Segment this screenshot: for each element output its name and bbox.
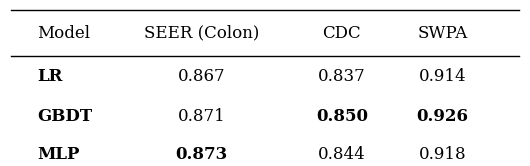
Text: 0.850: 0.850 (316, 108, 368, 125)
Text: GBDT: GBDT (37, 108, 92, 125)
Text: 0.867: 0.867 (178, 68, 225, 85)
Text: 0.871: 0.871 (178, 108, 225, 125)
Text: Model: Model (37, 25, 90, 42)
Text: SWPA: SWPA (418, 25, 467, 42)
Text: 0.837: 0.837 (318, 68, 366, 85)
Text: 0.926: 0.926 (417, 108, 469, 125)
Text: CDC: CDC (323, 25, 361, 42)
Text: MLP: MLP (37, 146, 80, 163)
Text: SEER (Colon): SEER (Colon) (144, 25, 259, 42)
Text: LR: LR (37, 68, 63, 85)
Text: 0.873: 0.873 (175, 146, 227, 163)
Text: 0.844: 0.844 (318, 146, 366, 163)
Text: 0.914: 0.914 (419, 68, 466, 85)
Text: 0.918: 0.918 (419, 146, 466, 163)
